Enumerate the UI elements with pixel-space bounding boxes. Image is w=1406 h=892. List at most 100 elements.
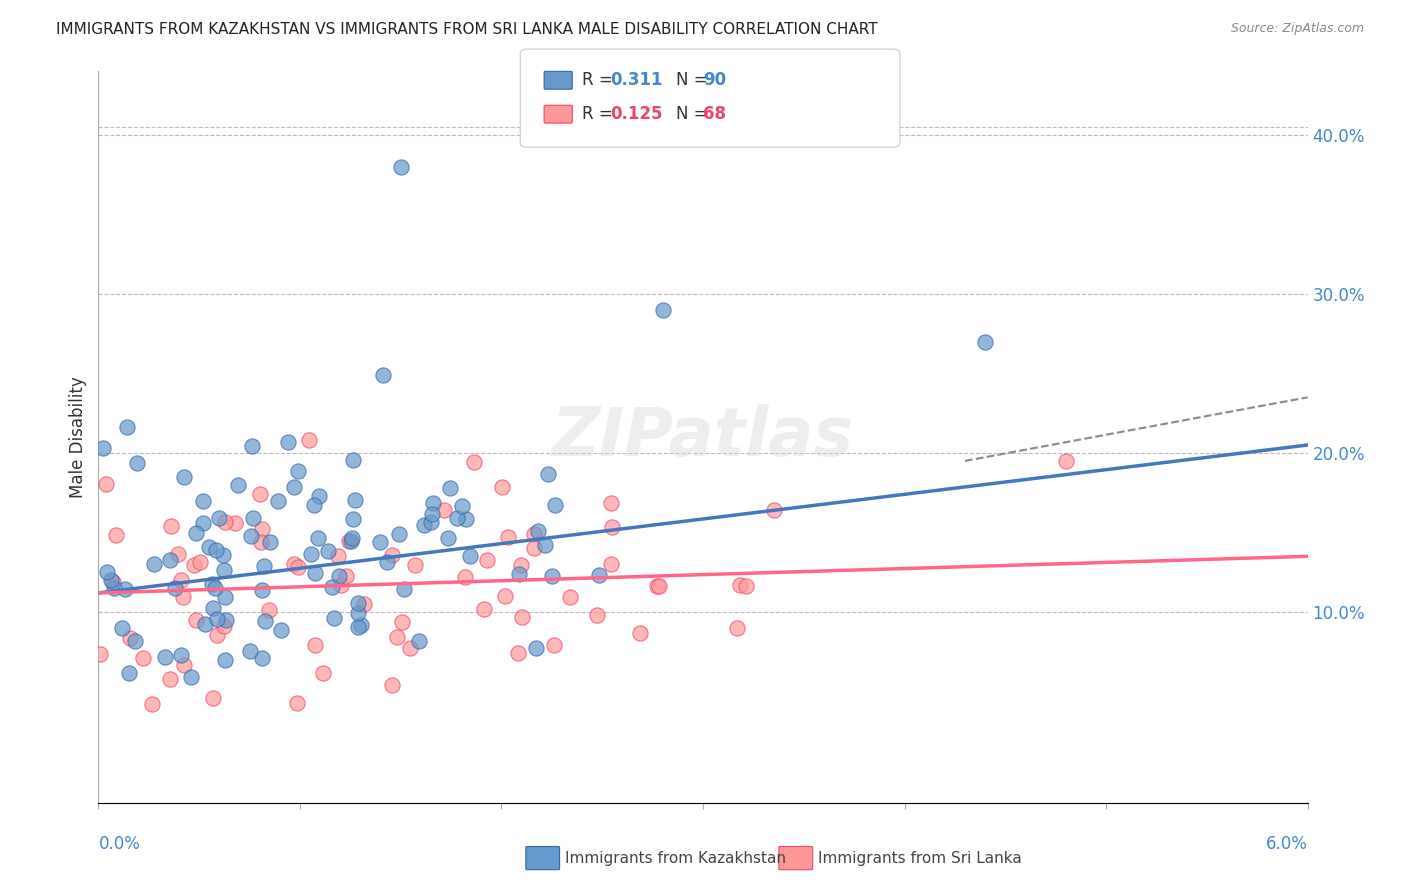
Point <box>249 487 271 501</box>
Point <box>283 480 305 494</box>
Point <box>170 648 193 662</box>
Point <box>94 476 117 491</box>
Point <box>730 578 752 592</box>
Point <box>205 542 228 557</box>
Point <box>404 558 426 572</box>
Point <box>252 559 274 574</box>
Point <box>240 529 263 543</box>
Point <box>124 634 146 648</box>
Point <box>208 511 231 525</box>
Point <box>142 557 165 571</box>
Point <box>523 527 546 541</box>
Point <box>371 368 394 382</box>
Point <box>543 639 565 653</box>
Point <box>558 590 581 604</box>
Point <box>456 512 478 526</box>
Point <box>543 498 565 512</box>
Point <box>326 549 349 563</box>
Point <box>353 597 375 611</box>
Point <box>91 441 114 455</box>
Point <box>446 511 468 525</box>
Point <box>312 666 335 681</box>
Text: ZIPatlas: ZIPatlas <box>553 404 853 470</box>
Point <box>588 568 610 582</box>
Point <box>599 557 621 571</box>
Point <box>159 673 181 687</box>
Point <box>211 548 233 562</box>
Point <box>201 577 224 591</box>
Point <box>277 435 299 450</box>
Point <box>422 508 444 522</box>
Point <box>173 470 195 484</box>
Point <box>118 665 141 680</box>
Point <box>285 696 308 710</box>
Point <box>494 589 516 603</box>
Point <box>287 560 309 574</box>
Point <box>163 581 186 595</box>
Point <box>450 500 472 514</box>
Point <box>433 503 456 517</box>
Point <box>141 697 163 711</box>
Point <box>250 534 273 549</box>
Point <box>214 563 236 577</box>
Point <box>104 528 127 542</box>
Point <box>510 558 533 573</box>
Point <box>159 519 181 533</box>
Point <box>339 534 361 549</box>
Point <box>524 640 547 655</box>
Point <box>394 582 416 597</box>
Point <box>214 590 236 604</box>
Point <box>125 456 148 470</box>
Point <box>436 531 458 545</box>
Text: Source: ZipAtlas.com: Source: ZipAtlas.com <box>1230 22 1364 36</box>
Point <box>491 480 513 494</box>
Point <box>118 631 141 645</box>
Point <box>974 334 997 349</box>
Point <box>89 647 111 661</box>
Point <box>266 494 288 508</box>
Point <box>205 628 228 642</box>
Point <box>159 553 181 567</box>
Point <box>172 590 194 604</box>
Point <box>337 533 360 548</box>
Point <box>454 569 477 583</box>
Point <box>115 420 138 434</box>
Text: 0.125: 0.125 <box>610 105 662 123</box>
Point <box>304 566 326 580</box>
Text: Immigrants from Sri Lanka: Immigrants from Sri Lanka <box>818 851 1022 865</box>
Point <box>253 614 276 628</box>
Point <box>347 620 370 634</box>
Point <box>191 493 214 508</box>
Point <box>422 496 444 510</box>
Point <box>527 524 550 538</box>
Point <box>523 541 546 555</box>
Text: 90: 90 <box>703 71 725 89</box>
Point <box>316 544 339 558</box>
Point <box>408 634 430 648</box>
Point <box>349 618 371 632</box>
Point <box>347 606 370 620</box>
Point <box>322 611 344 625</box>
Point <box>412 518 434 533</box>
Point <box>368 535 391 549</box>
Point <box>506 646 529 660</box>
Point <box>328 568 350 582</box>
Point <box>110 621 132 635</box>
Point <box>270 623 292 637</box>
Point <box>184 613 207 627</box>
Point <box>224 516 246 530</box>
Point <box>586 608 609 623</box>
Point <box>387 526 409 541</box>
Point <box>763 503 786 517</box>
Point <box>498 530 520 544</box>
Point <box>599 496 621 510</box>
Point <box>170 573 193 587</box>
Point <box>240 439 263 453</box>
Point <box>308 488 330 502</box>
Point <box>474 602 496 616</box>
Point <box>647 579 669 593</box>
Point <box>346 596 368 610</box>
Point <box>207 612 229 626</box>
Text: N =: N = <box>676 105 713 123</box>
Text: IMMIGRANTS FROM KAZAKHSTAN VS IMMIGRANTS FROM SRI LANKA MALE DISABILITY CORRELAT: IMMIGRANTS FROM KAZAKHSTAN VS IMMIGRANTS… <box>56 22 877 37</box>
